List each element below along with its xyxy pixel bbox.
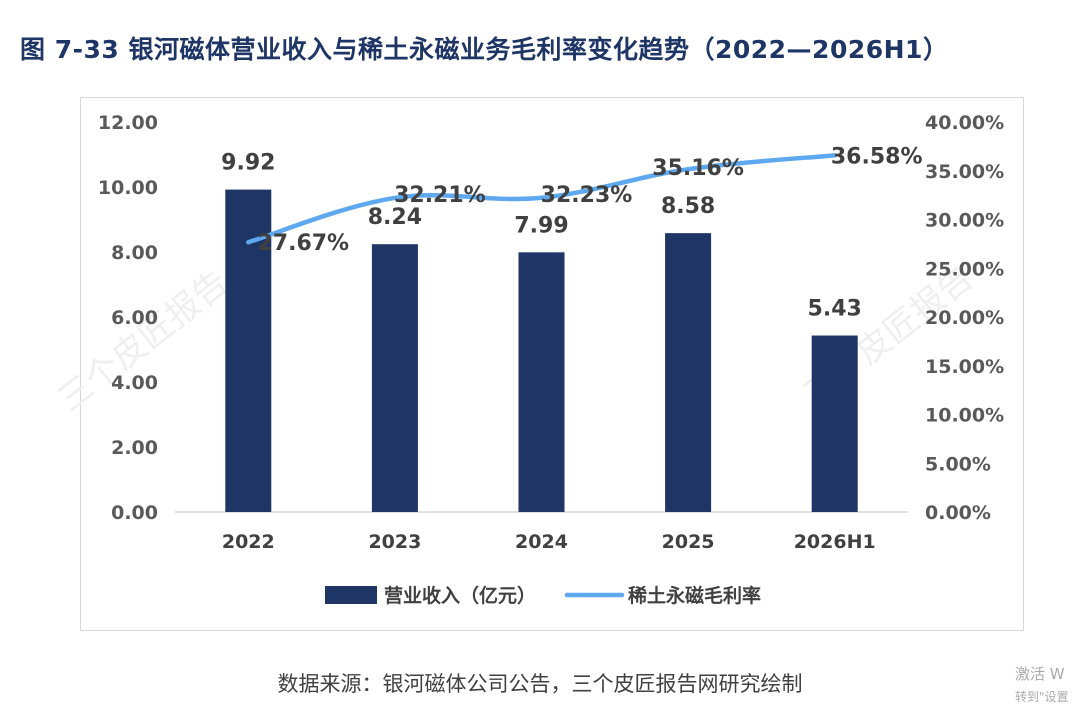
bar-2025 — [665, 233, 712, 512]
right-axis-tick: 15.00% — [925, 356, 1004, 378]
margin-line — [246, 153, 837, 245]
category-label: 2025 — [662, 531, 715, 553]
right-axis-tick: 10.00% — [925, 405, 1004, 427]
bar-label-2025: 8.58 — [661, 194, 715, 219]
category-label: 2026H1 — [794, 531, 876, 553]
left-axis-tick: 4.00 — [111, 372, 158, 394]
bar-label-2023: 8.24 — [368, 205, 422, 230]
chart-frame — [80, 97, 1024, 631]
left-axis-tick: 8.00 — [111, 242, 158, 264]
left-axis-tick: 10.00 — [98, 177, 158, 199]
legend-label-revenue: 营业收入（亿元） — [384, 584, 536, 607]
line-label-2025: 35.16% — [652, 156, 744, 181]
right-axis-tick: 25.00% — [925, 258, 1004, 280]
os-activation-overlay-sub: 转到"设置 — [1015, 690, 1069, 704]
right-axis-tick: 35.00% — [925, 161, 1004, 183]
line-label-2023: 32.21% — [394, 183, 486, 208]
left-axis-tick: 6.00 — [111, 307, 158, 329]
bar-2023 — [371, 244, 418, 512]
right-axis-tick: 20.00% — [925, 307, 1004, 329]
right-axis-tick: 5.00% — [925, 453, 991, 475]
bar-label-2022: 9.92 — [221, 151, 275, 176]
category-label: 2023 — [368, 531, 421, 553]
left-axis-tick: 2.00 — [111, 437, 158, 459]
right-axis-tick: 0.00% — [925, 502, 991, 524]
line-label-2024: 32.23% — [541, 183, 633, 208]
legend-swatch-revenue — [325, 586, 377, 604]
bar-label-2026H1: 5.43 — [808, 297, 862, 322]
right-axis-tick: 30.00% — [925, 210, 1004, 232]
bar-2024 — [518, 252, 565, 512]
left-axis-tick: 12.00 — [98, 112, 158, 134]
category-label: 2024 — [515, 531, 568, 553]
left-axis-tick: 0.00 — [111, 502, 158, 524]
bar-2026H1 — [811, 335, 858, 512]
line-label-2026H1: 36.58% — [831, 144, 923, 169]
category-label: 2022 — [222, 531, 275, 553]
chart-title: 图 7-33 银河磁体营业收入与稀土永磁业务毛利率变化趋势（2022—2026H… — [20, 35, 949, 64]
line-label-2022: 27.67% — [257, 231, 349, 256]
right-axis-tick: 40.00% — [925, 112, 1004, 134]
os-activation-overlay: 激活 W — [1015, 665, 1065, 683]
source-note: 数据来源：银河磁体公司公告，三个皮匠报告网研究绘制 — [277, 672, 803, 696]
bar-label-2024: 7.99 — [514, 213, 568, 238]
legend-label-margin: 稀土永磁毛利率 — [628, 584, 761, 607]
watermark-1: 三个皮匠报告 — [51, 263, 236, 420]
